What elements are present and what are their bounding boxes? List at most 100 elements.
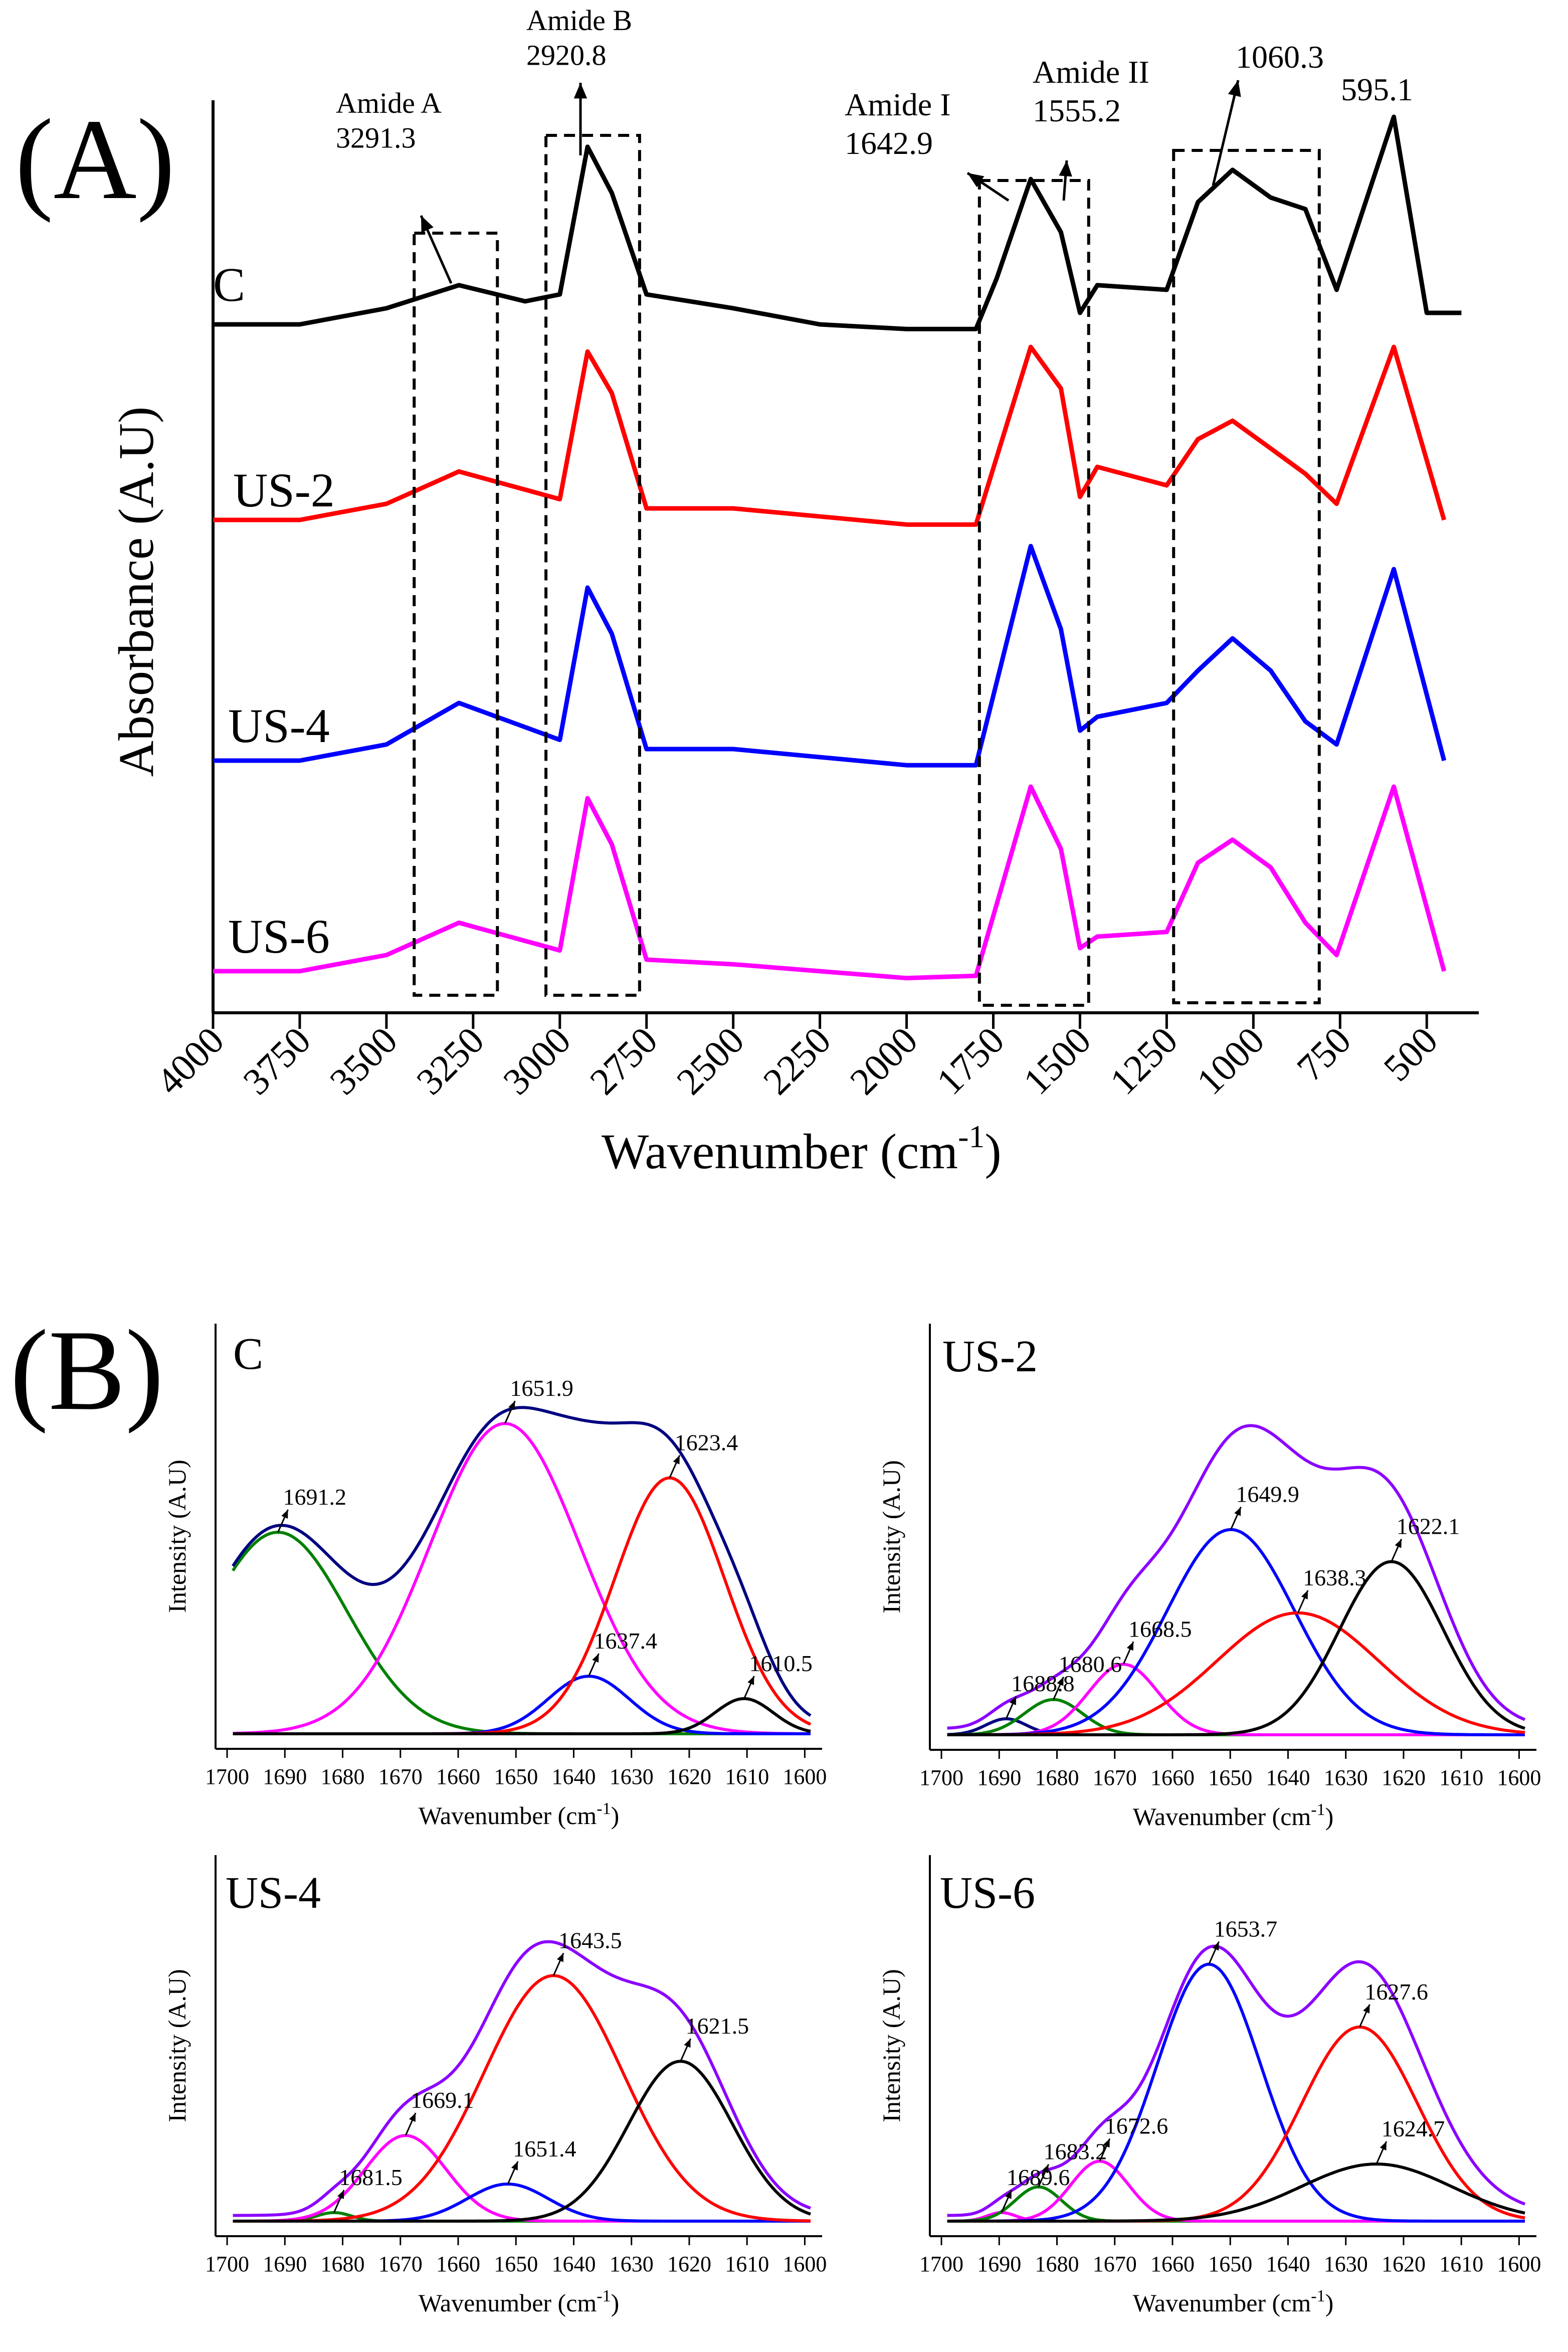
- peak-1621-5-arrow-head: [684, 2039, 691, 2048]
- annotation-amide-a-line-2: 3291.3: [336, 122, 416, 154]
- peak-label-1681-5: 1681.5: [339, 2164, 403, 2190]
- peak-label-1691-2: 1691.2: [283, 1484, 346, 1510]
- peak-1651-4-arrow-head: [511, 2161, 518, 2170]
- annotation-amide-a-arrow-head: [421, 216, 434, 233]
- peak-1624-7: [947, 2162, 1525, 2223]
- subplot-x-tick-label: 1610: [725, 1764, 769, 1789]
- subplot-xlabel: Wavenumber (cm-1): [1133, 2287, 1334, 2317]
- panel-a-x-tick-label: 500: [1376, 1019, 1446, 1090]
- panel-a-ylabel: Absorbance (A.U): [108, 407, 164, 777]
- peak-label-1651-9: 1651.9: [510, 1375, 573, 1401]
- panel-a-label: (A): [15, 95, 175, 223]
- panel-a-x-tick-label: 3000: [495, 1019, 579, 1103]
- subplot-x-tick-label: 1660: [1150, 1765, 1195, 1790]
- panel-a-plot: 4000 3750 3500 3250 3000 2750 2500 2250 2000 1750…: [148, 4, 1479, 1103]
- peak-1624-7-arrow-head: [1380, 2141, 1387, 2151]
- peak-1623-4: [233, 1476, 812, 1735]
- subplot-xlabel-sup: -1: [1311, 2287, 1325, 2305]
- peak-1643-5: [233, 1974, 811, 2223]
- annotation-amide-i-line-1: Amide I: [845, 87, 951, 122]
- peak-1623-4-arrow-head: [673, 1455, 680, 1465]
- region-box-1: [413, 232, 499, 997]
- subplot-xlabel-main: Wavenumber (cm: [419, 1801, 597, 1830]
- peak-label-1623-4: 1623.4: [675, 1430, 738, 1456]
- peak-label-1683-2: 1683.2: [1044, 2139, 1107, 2164]
- subplot-xlabel-main: Wavenumber (cm: [419, 2289, 597, 2317]
- peak-label-1668-5: 1668.5: [1128, 1616, 1192, 1642]
- panel-a-x-tick-label: 3750: [235, 1019, 319, 1103]
- subplot-xlabel: Wavenumber (cm-1): [419, 1799, 620, 1830]
- subplot-x-tick-label: 1630: [1324, 1765, 1368, 1790]
- subplot-x-tick-label: 1600: [1497, 2252, 1541, 2276]
- subplot-x-tick-label: 1600: [1497, 1765, 1541, 1790]
- peak-1691-2: [232, 1531, 811, 1735]
- subplot-xlabel-main: Wavenumber (cm: [1133, 2289, 1311, 2317]
- annotation-amide-b-line-1: Amide B: [526, 4, 632, 37]
- subplot-x-tick-label: 1680: [321, 1764, 365, 1789]
- subplot-xlabel-end: ): [1325, 1802, 1334, 1831]
- envelope-fit: [947, 1424, 1526, 1730]
- subplot-x-tick-label: 1660: [436, 2252, 480, 2276]
- subplot-x-tick-label: 1690: [977, 2252, 1021, 2276]
- subplot-x-tick-label: 1660: [436, 1764, 480, 1789]
- subplot-x-tick-label: 1700: [205, 2252, 249, 2276]
- subplot-xlabel-sup: -1: [597, 1799, 611, 1818]
- peak-label-1622-1: 1622.1: [1397, 1514, 1460, 1539]
- subplot-x-tick-label: 1630: [1324, 2252, 1368, 2276]
- panel-b-plots: 1700 1690 1680 1670 1660 1650 1640 1630 1620 1610…: [163, 1324, 1541, 2317]
- region-box-4: [1172, 149, 1321, 1004]
- subplot-x-tick-label: 1620: [1382, 2252, 1426, 2276]
- panel-a-xlabel-main: Wavenumber (cm: [602, 1124, 958, 1179]
- series-label-c: C: [213, 258, 245, 311]
- subplot-x-tick-label: 1650: [494, 2252, 538, 2276]
- peak-label-1653-7: 1653.7: [1214, 1916, 1278, 1942]
- annotation-amide-b-arrow-head: [573, 83, 587, 99]
- subplot-xlabel-end: ): [611, 1801, 620, 1830]
- subplot-xlabel-end: ): [1325, 2289, 1334, 2317]
- panel-b-label: (B): [10, 1306, 164, 1434]
- annotation-band-595-line-1: 595.1: [1341, 72, 1413, 107]
- subplot-ylabel: Intensity (A.U): [163, 1460, 191, 1613]
- peak-1638-3-arrow-head: [1301, 1590, 1308, 1599]
- annotation-band-1060-line-1: 1060.3: [1236, 39, 1324, 75]
- subplot-x-tick-label: 1620: [667, 2252, 711, 2276]
- subplot-x-tick-label: 1670: [378, 2252, 423, 2276]
- subplot-title: C: [233, 1329, 263, 1379]
- peak-1651-9: [233, 1422, 811, 1735]
- panel-a-xlabel-end: ): [985, 1124, 1001, 1179]
- peak-label-1672-6: 1672.6: [1105, 2113, 1168, 2138]
- peak-1653-7: [947, 1962, 1525, 2223]
- peak-label-1627-6: 1627.6: [1364, 1979, 1428, 2005]
- subplot-x-tick-label: 1600: [782, 2252, 827, 2276]
- subplot-x-tick-label: 1650: [1208, 2252, 1252, 2276]
- annotation-amide-ii-arrow-head: [1059, 160, 1072, 177]
- peak-label-1624-7: 1624.7: [1382, 2116, 1445, 2141]
- peak-1649-9: [947, 1528, 1525, 1736]
- subplot-us-4: 1700 1690 1680 1670 1660 1650 1640 1630 1620 1610…: [163, 1855, 827, 2317]
- panel-a-x-tick-label: 750: [1289, 1019, 1359, 1090]
- subplot-x-tick-label: 1680: [1035, 1765, 1079, 1790]
- peak-label-1651-4: 1651.4: [513, 2136, 576, 2161]
- subplot-xlabel: Wavenumber (cm-1): [419, 2287, 620, 2317]
- annotation-amide-b-line-2: 2920.8: [526, 39, 607, 72]
- subplot-ylabel: Intensity (A.U): [877, 1969, 905, 2122]
- peak-1653-7-arrow-head: [1212, 1941, 1219, 1951]
- series-label-us-4: US-4: [228, 699, 330, 753]
- peak-1610-5-arrow-head: [747, 1676, 754, 1685]
- subplot-x-tick-label: 1640: [1266, 2252, 1310, 2276]
- panel-a-x-tick-label: 2750: [582, 1019, 666, 1103]
- subplot-title: US-4: [226, 1868, 321, 1918]
- subplot-ylabel: Intensity (A.U): [877, 1460, 905, 1613]
- subplot-x-tick-label: 1610: [725, 2252, 769, 2276]
- envelope-fit: [233, 1940, 812, 2217]
- spectrum-us-6: [213, 784, 1447, 981]
- subplot-title: US-2: [942, 1332, 1038, 1381]
- panel-a-x-tick-label: 2500: [669, 1019, 752, 1103]
- subplot-xlabel-end: ): [611, 2289, 620, 2317]
- subplot-x-tick-label: 1610: [1439, 1765, 1483, 1790]
- panel-a-x-tick-label: 2000: [842, 1019, 926, 1103]
- peak-label-1610-5: 1610.5: [749, 1651, 813, 1676]
- subplot-x-tick-label: 1650: [494, 1764, 538, 1789]
- panel-a-x-tick-label: 1250: [1102, 1019, 1186, 1103]
- peak-1672-6-arrow-head: [1103, 2138, 1110, 2148]
